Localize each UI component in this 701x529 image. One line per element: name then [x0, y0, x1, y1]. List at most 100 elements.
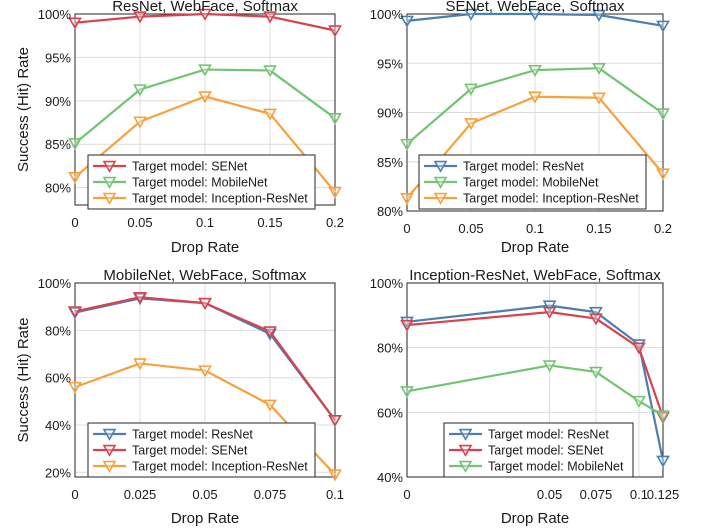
legend-marker [102, 444, 117, 457]
data-point [198, 64, 212, 77]
y-tick-label: 100% [38, 7, 72, 22]
x-tick-label: 0.1 [196, 215, 214, 230]
data-point [328, 469, 342, 482]
x-axis-label: Drop Rate [171, 510, 239, 527]
data-point [68, 138, 82, 151]
legend-marker [433, 192, 448, 205]
data-point [464, 8, 478, 21]
series-line-3 [74, 95, 336, 193]
data-point [656, 168, 670, 181]
data-point [528, 91, 542, 104]
chart-title: ResNet, WebFace, Softmax [112, 0, 298, 15]
chart-title: Inception-ResNet, WebFace, Softmax [409, 267, 661, 284]
data-point [589, 366, 603, 379]
x-tick-label: 0 [71, 487, 78, 502]
data-point [592, 9, 606, 22]
legend-label: Target model: MobileNet [132, 176, 268, 190]
data-point [263, 326, 277, 339]
legend-marker [458, 460, 473, 473]
y-tick-label: 90% [45, 94, 71, 109]
panel-1: 80% 85% 90% 95% 100% 0 0.05 0.1 0.15 0.2 ResNet, W… [15, 0, 344, 256]
y-tick-label: 100% [370, 7, 404, 22]
data-point [528, 64, 542, 77]
y-tick-label: 40% [377, 470, 403, 485]
data-point [198, 91, 212, 104]
data-point [263, 65, 277, 78]
y-tick-label: 100% [370, 276, 404, 291]
data-point [542, 360, 557, 373]
x-tick-label: 0.1 [326, 487, 344, 502]
legend-label: Target model: MobileNet [488, 460, 624, 474]
y-axis-label: Success (Hit) Rate [15, 47, 32, 172]
legend-marker [102, 428, 117, 441]
x-tick-label: 0.1 [526, 221, 544, 236]
data-point [133, 11, 147, 24]
legend: Target model: SENet Target model: MobileN… [87, 154, 316, 210]
data-point [328, 415, 342, 428]
data-point [632, 342, 646, 355]
data-point [263, 108, 277, 121]
legend: Target model: ResNet Target model: Mobile… [418, 154, 647, 210]
data-point [198, 365, 212, 378]
y-tick-label: 80% [45, 181, 71, 196]
x-tick-label: 0.15 [257, 215, 282, 230]
data-point [263, 399, 277, 412]
legend-marker [102, 460, 117, 473]
y-tick-label: 85% [377, 155, 403, 170]
data-point [656, 108, 670, 121]
y-tick-label: 80% [377, 204, 403, 219]
data-point [589, 306, 603, 319]
data-point [328, 112, 342, 126]
data-point [592, 62, 606, 76]
x-tick-label: 0.075 [254, 487, 287, 502]
y-tick-label: 60% [45, 371, 71, 386]
data-point [528, 8, 542, 21]
y-axis-label: Success (Hit) Rate [15, 317, 32, 442]
legend-marker [458, 428, 473, 441]
data-point [464, 83, 478, 96]
data-point [400, 316, 414, 329]
data-point [328, 186, 342, 199]
x-tick-label: 0.2 [654, 221, 672, 236]
legend-label: Target model: ResNet [463, 160, 584, 174]
legend-label: Target model: SENet [488, 444, 604, 458]
data-point [68, 381, 82, 394]
series-line-1 [406, 12, 664, 27]
legend-label: Target model: Inception-ResNet [132, 460, 308, 474]
series-line-2 [406, 311, 665, 418]
series-line-2 [74, 296, 336, 421]
x-tick-label: 0.025 [124, 487, 157, 502]
x-tick-label: 0 [403, 487, 410, 502]
y-tick-label: 100% [38, 276, 72, 291]
y-tick-label: 85% [45, 137, 71, 152]
data-point [400, 192, 414, 206]
data-point [542, 300, 557, 313]
x-tick-label: 0 [71, 215, 78, 230]
data-point [400, 319, 414, 332]
series-line-3 [406, 95, 664, 199]
y-tick-label: 40% [45, 418, 71, 433]
data-point [589, 313, 603, 326]
legend-marker [102, 176, 117, 189]
x-tick-label: 0.05 [127, 215, 152, 230]
data-point [400, 386, 414, 399]
data-point [198, 8, 212, 21]
legend-marker [458, 444, 473, 457]
x-axis-label: Drop Rate [171, 239, 239, 256]
series-line-1 [74, 12, 336, 32]
legend-label: Target model: MobileNet [463, 176, 599, 190]
data-point [632, 395, 646, 408]
y-tick-label: 60% [377, 405, 403, 420]
series-line-2 [74, 68, 336, 145]
y-tick-label: 95% [45, 50, 71, 65]
legend-marker [102, 160, 117, 173]
x-tick-label: 0.075 [580, 487, 613, 502]
data-point [656, 410, 670, 423]
chart-title: MobileNet, WebFace, Softmax [103, 267, 307, 284]
panel-2: 80% 85% 90% 95% 100% 0 0.05 0.1 0.15 0.2 SENet, We… [370, 0, 672, 256]
x-axis-label: Drop Rate [501, 239, 569, 256]
series-line-2 [406, 67, 664, 145]
data-point [133, 291, 147, 305]
panel-3: 20% 40% 60% 80% 100% 0 0.025 0.05 0.075 0.1 Mobile… [15, 267, 344, 527]
series-line-1 [406, 304, 665, 462]
